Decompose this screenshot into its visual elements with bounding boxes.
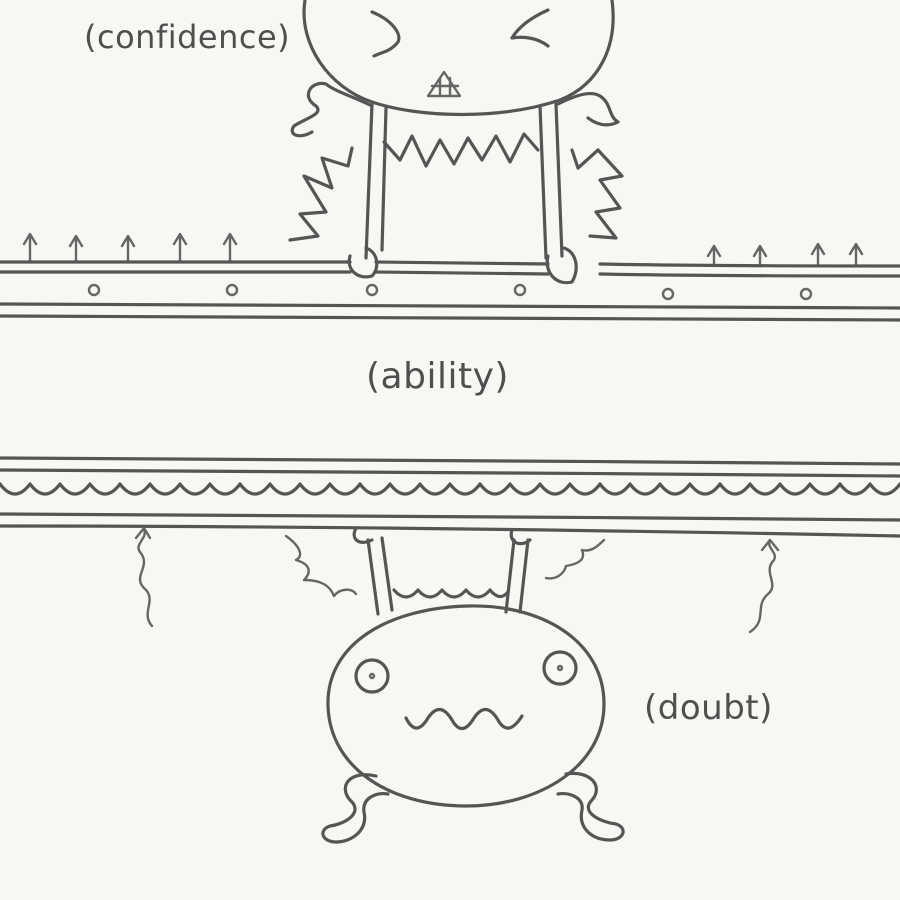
doubt-monster-right-eye <box>542 650 578 686</box>
top-beam <box>0 260 900 322</box>
top-beam-line <box>374 260 550 266</box>
confidence-monster-left-eye <box>370 10 401 58</box>
rivet <box>225 283 239 297</box>
doubt-shiver-right <box>544 538 606 580</box>
confidence-strain-right <box>570 148 624 240</box>
bottom-beam-line <box>0 468 900 478</box>
bottom-beam-line <box>0 456 900 466</box>
doubt-monster-left-pupil <box>368 672 376 680</box>
up-arrow <box>706 244 722 268</box>
bottom-beam-line <box>0 524 900 538</box>
doubt-monster-left-eye <box>354 658 390 694</box>
rivet <box>87 283 101 297</box>
doubt-monster-left-arm <box>352 526 394 616</box>
confidence-monster-right-hand <box>545 246 578 285</box>
doubt-monster-right-arm <box>504 528 532 614</box>
up-arrow <box>68 234 84 264</box>
confidence-monster-body <box>364 102 564 260</box>
doubt-monster-head <box>326 604 606 808</box>
doubt-monster-right-pupil <box>556 664 564 672</box>
confidence-monster-nose <box>426 70 462 98</box>
confidence-monster-right-arm <box>556 91 620 127</box>
doubt-shiver-left <box>284 534 358 598</box>
top-beam-line <box>598 262 900 268</box>
doubt-monster-right-leg <box>556 771 625 842</box>
confidence-monster-right-eye <box>510 8 550 48</box>
bottom-beam <box>0 456 900 538</box>
rivet <box>661 287 675 301</box>
label-ability: (ability) <box>366 356 509 397</box>
label-doubt: (doubt) <box>644 688 773 728</box>
confidence-monster-left-hand <box>347 246 379 279</box>
confidence-monster-left-arm <box>290 81 374 138</box>
doubt-monster-mouth <box>392 588 510 599</box>
doubt-monster-wobbly-mouth <box>404 707 524 731</box>
wavy-up-arrow-left <box>134 526 154 628</box>
doubt-monster-left-leg <box>321 773 390 844</box>
upward-arrows <box>22 232 864 268</box>
bottom-beam-wave <box>0 482 900 496</box>
up-arrow <box>752 244 768 268</box>
bottom-beam-line <box>0 512 900 522</box>
up-arrow <box>172 232 188 264</box>
up-arrow <box>222 232 238 264</box>
rivet <box>365 283 379 297</box>
top-beam-line <box>0 302 900 310</box>
wavy-up-arrow-right <box>748 538 780 634</box>
up-arrow <box>810 242 826 268</box>
top-beam-line <box>598 272 900 278</box>
top-beam-line <box>0 314 900 322</box>
up-arrow <box>848 242 864 268</box>
rivet <box>513 283 527 297</box>
top-beam-line <box>374 270 550 276</box>
confidence-monster <box>288 0 624 285</box>
confidence-monster-mouth <box>382 132 540 168</box>
up-arrow <box>120 234 136 264</box>
rivet <box>799 287 813 301</box>
confidence-strain-left <box>288 146 354 242</box>
confidence-monster-head <box>302 0 615 117</box>
up-arrow <box>22 232 38 264</box>
doubt-monster <box>284 526 625 844</box>
label-confidence: (confidence) <box>84 18 291 56</box>
